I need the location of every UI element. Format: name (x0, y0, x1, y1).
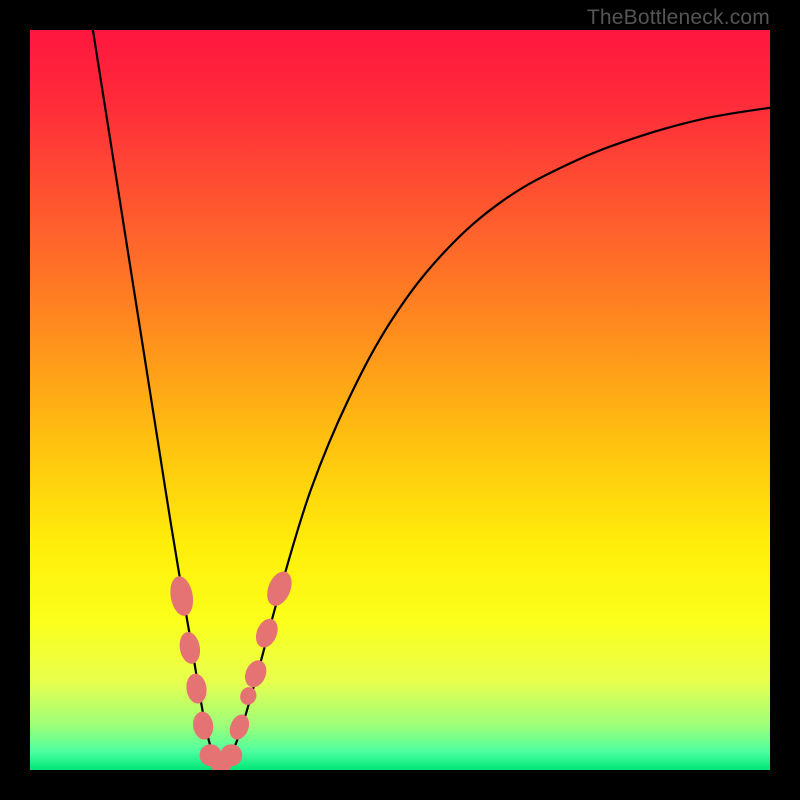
plot-area (30, 30, 770, 770)
gradient-background (30, 30, 770, 770)
attribution-text: TheBottleneck.com (587, 6, 770, 30)
bottleneck-chart (30, 30, 770, 770)
marker-bead (220, 744, 242, 766)
outer-frame: TheBottleneck.com (0, 0, 800, 800)
